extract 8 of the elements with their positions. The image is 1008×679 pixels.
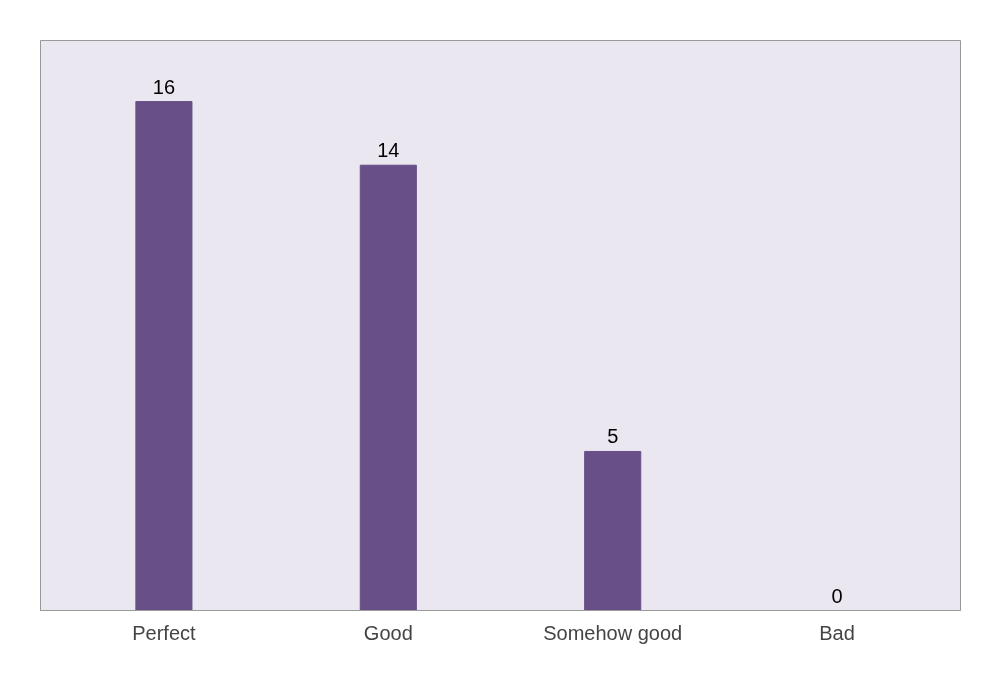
x-tick-label: Perfect <box>132 621 197 644</box>
data-label: 16 <box>152 75 176 98</box>
data-label: 0 <box>831 584 843 607</box>
data-label: 5 <box>607 425 619 448</box>
x-tick-label: Bad <box>819 621 855 644</box>
x-tick-label: Good <box>363 621 413 644</box>
x-tick-label: Somehow good <box>543 621 683 644</box>
data-label: 14 <box>377 139 400 162</box>
